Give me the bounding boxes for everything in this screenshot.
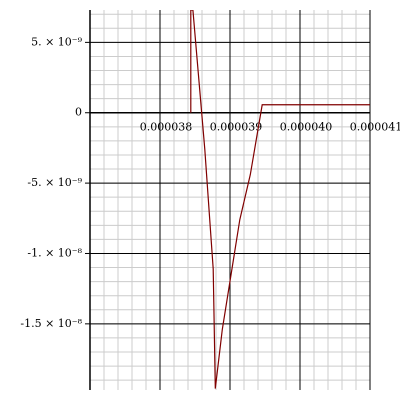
y-tick-label: -1. × 10⁻⁸ xyxy=(27,246,82,259)
x-tick-label: 0.000040 xyxy=(280,121,333,134)
y-tick-label: 5. × 10⁻⁹ xyxy=(31,35,83,48)
y-tick-label: -1.5 × 10⁻⁸ xyxy=(20,317,82,330)
x-tick-label: 0.000039 xyxy=(210,121,263,134)
y-tick-label: -5. × 10⁻⁹ xyxy=(27,176,82,189)
data-line xyxy=(190,10,370,389)
y-tick-label: 0 xyxy=(75,106,82,119)
x-tick-label: 0.000041 xyxy=(350,121,400,134)
x-tick-label: 0.000038 xyxy=(140,121,193,134)
